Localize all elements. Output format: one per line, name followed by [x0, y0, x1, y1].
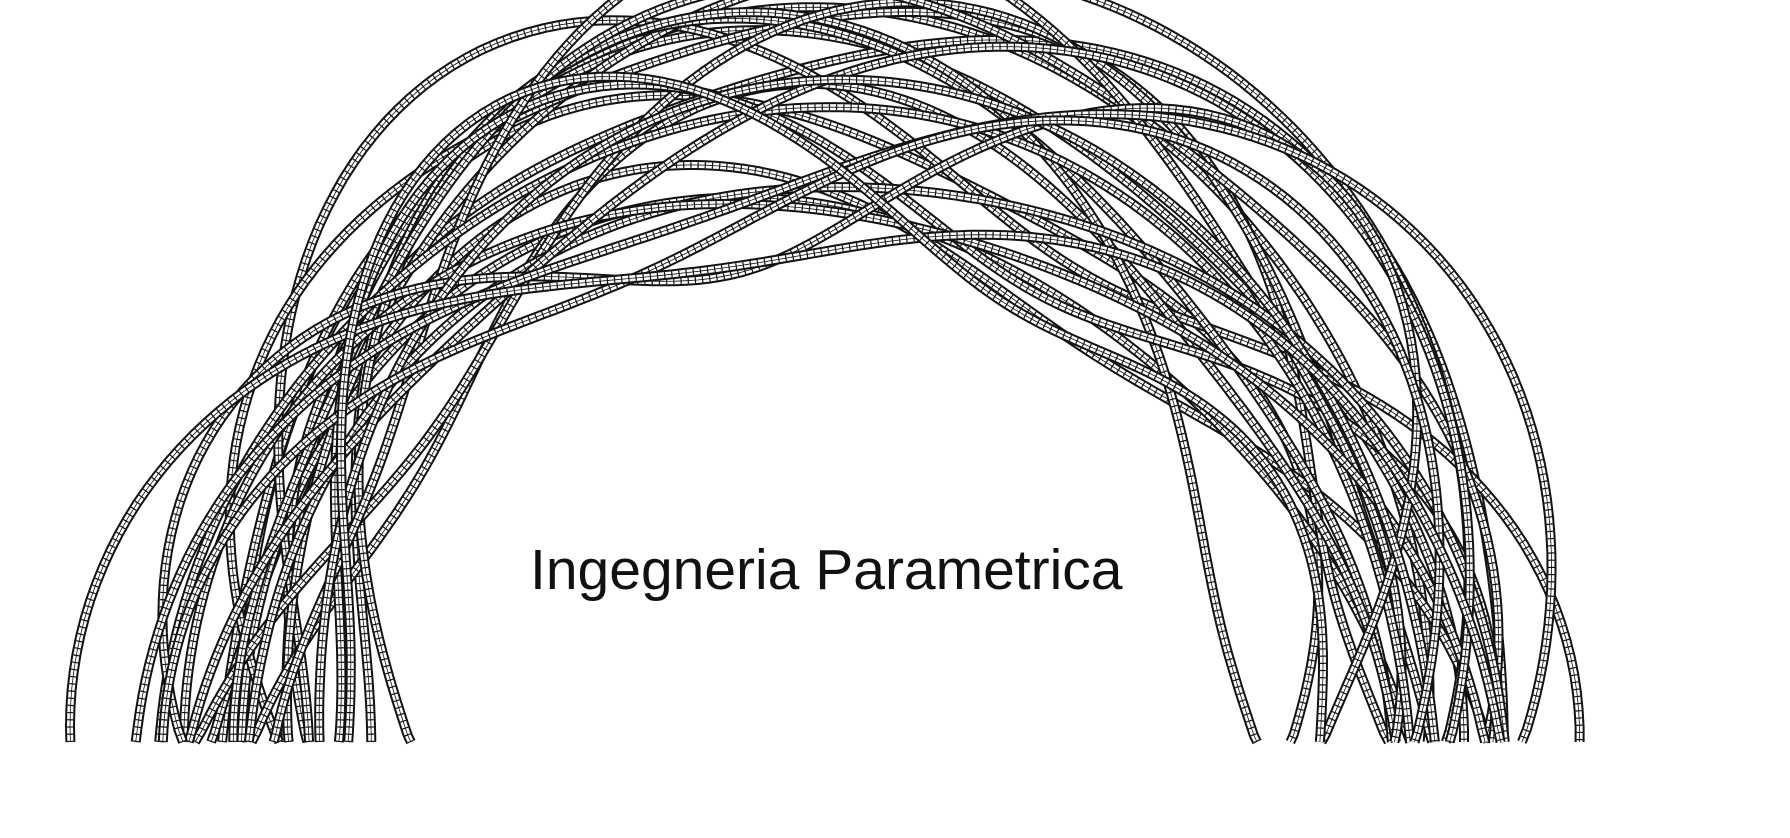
arch-tube-layer	[65, 0, 1585, 745]
arch-tube	[268, 0, 1407, 744]
arch-tube-centerline	[287, 39, 1505, 743]
caption-title: Ingegneria Parametrica	[530, 538, 1123, 602]
arch-tube	[282, 34, 1509, 744]
arch-tube	[247, 78, 1401, 745]
arch-tube-centerline	[251, 83, 1397, 743]
arch-tube	[314, 74, 1440, 743]
arch-tube-centerline	[162, 119, 1441, 743]
arch-tube-centerline	[340, 76, 1324, 743]
arch-tube	[157, 115, 1445, 744]
arch-tube-centerline	[318, 79, 1436, 743]
arch-tube-centerline	[69, 234, 1501, 743]
arch-tube	[336, 71, 1328, 743]
arch-tube-centerline	[273, 0, 1403, 743]
arch-tube	[65, 229, 1506, 744]
